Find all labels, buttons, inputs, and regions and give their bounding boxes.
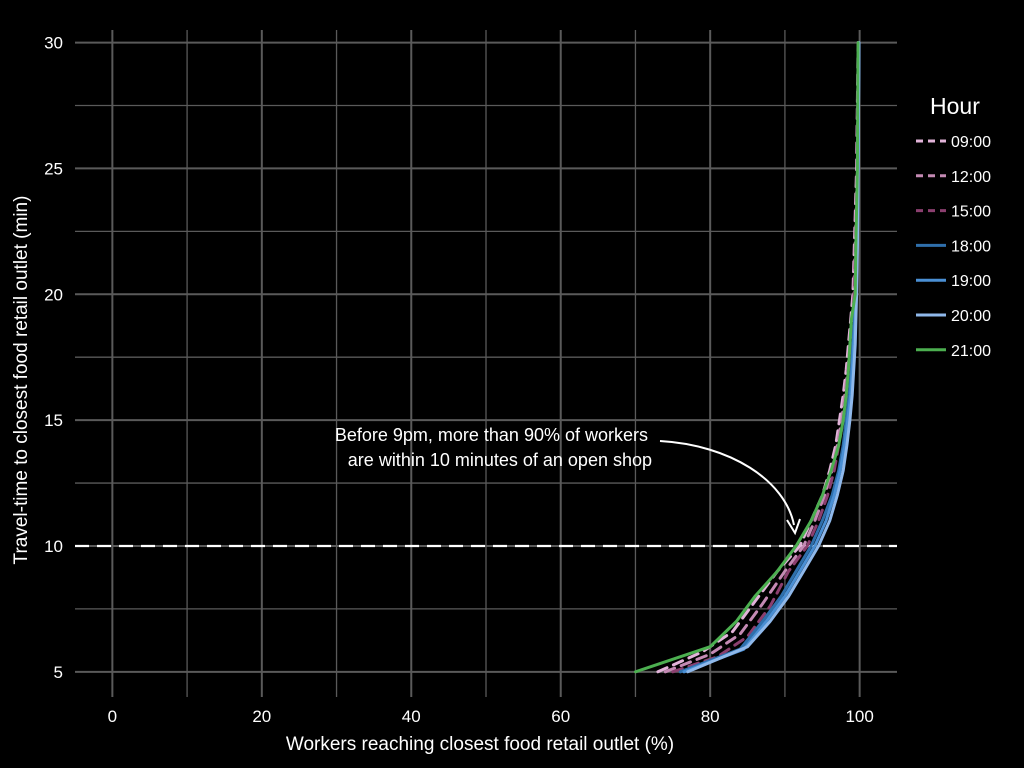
legend-label-1800: 18:00 (951, 238, 991, 255)
legend-label-2000: 20:00 (951, 308, 991, 325)
legend-title: Hour (930, 93, 980, 119)
legend-label-1200: 12:00 (951, 169, 991, 186)
annotation-arrow (659, 440, 795, 526)
y-tick-label: 5 (54, 663, 63, 682)
x-tick-label: 40 (402, 707, 421, 726)
legend-label-1900: 19:00 (951, 273, 991, 290)
y-tick-label: 20 (44, 285, 63, 304)
annotation-line-1: Before 9pm, more than 90% of workers (335, 425, 648, 445)
x-tick-label: 20 (252, 707, 271, 726)
x-tick-label: 100 (845, 707, 873, 726)
x-tick-label: 80 (701, 707, 720, 726)
legend-label-2100: 21:00 (951, 343, 991, 360)
y-tick-label: 25 (44, 159, 63, 178)
annotation-arrowhead (786, 518, 801, 536)
annotation-line-2: are within 10 minutes of an open shop (348, 450, 652, 470)
annotation: Before 9pm, more than 90% of workers are… (335, 425, 801, 536)
y-axis-ticks: 5 10 15 20 25 30 (44, 34, 63, 682)
x-tick-label: 60 (551, 707, 570, 726)
legend-label-0900: 09:00 (951, 134, 991, 151)
legend-label-1500: 15:00 (951, 204, 991, 221)
y-tick-label: 30 (44, 34, 63, 53)
x-axis-title: Workers reaching closest food retail out… (286, 734, 674, 755)
y-axis-title: Travel-time to closest food retail outle… (11, 196, 32, 565)
legend: Hour 09:00 12:00 15:00 18:00 19:00 20:00 21:00 (916, 93, 991, 360)
grid (75, 30, 897, 697)
series-line-2100 (634, 41, 860, 674)
x-axis-ticks: 0 20 40 60 80 100 (108, 707, 874, 726)
y-tick-label: 15 (44, 411, 63, 430)
y-tick-label: 10 (44, 537, 63, 556)
series-group (634, 41, 861, 674)
x-tick-label: 0 (108, 707, 117, 726)
